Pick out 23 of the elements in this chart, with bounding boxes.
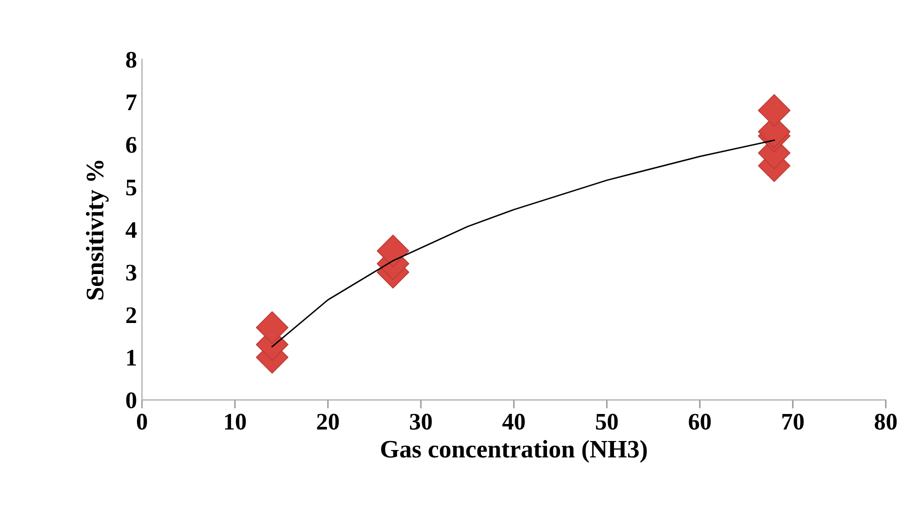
x-tick-label: 40 (502, 414, 525, 430)
x-tick-label: 20 (317, 414, 339, 430)
x-tick-label: 50 (596, 414, 618, 430)
y-tick-label: 3 (126, 264, 136, 281)
y-tick-label: 1 (127, 350, 136, 366)
x-tick-label: 10 (225, 414, 246, 430)
x-tick-label: 30 (410, 414, 432, 430)
x-tick-label: 0 (136, 414, 147, 430)
y-tick-label: 6 (126, 137, 136, 153)
y-tick-label: 2 (126, 307, 136, 323)
y-tick-label: 4 (126, 222, 137, 238)
x-axis-title: Gas concentration (NH3) (381, 440, 647, 463)
x-tick-label: 60 (688, 414, 711, 430)
point (758, 94, 790, 127)
y-tick-label: 0 (126, 392, 136, 408)
x-tick-label: 80 (874, 414, 897, 430)
y-tick-label: 5 (126, 180, 136, 196)
y-axis-title: Sensitivity % (86, 160, 109, 300)
y-tick-label: 7 (126, 94, 137, 110)
point (256, 311, 288, 344)
x-tick-label: 70 (782, 414, 804, 430)
y-tick-label: 8 (126, 52, 136, 68)
point (376, 234, 410, 268)
